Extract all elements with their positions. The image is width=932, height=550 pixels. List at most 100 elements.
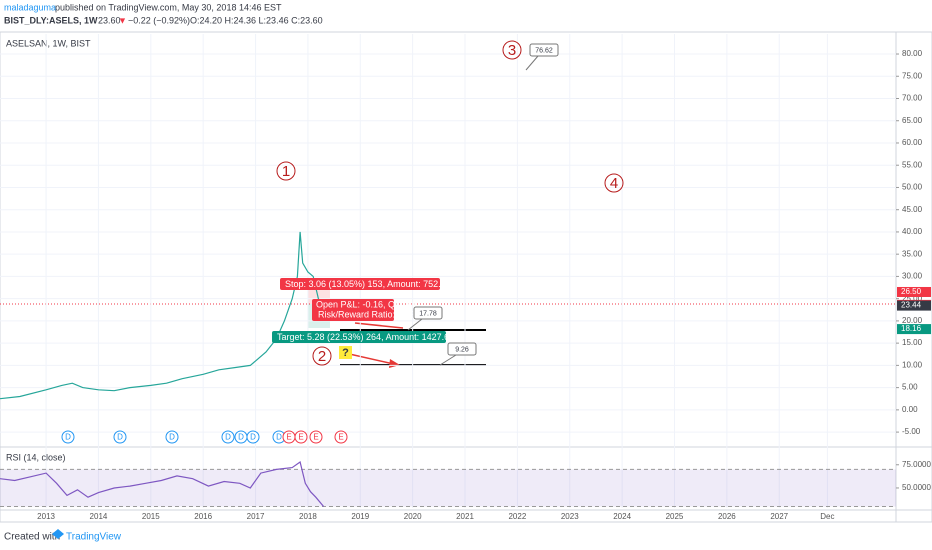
- x-tick-label: 2022: [508, 512, 526, 521]
- y-tick-label: 80.00: [902, 49, 923, 58]
- y-tick-label: 0.00: [902, 405, 918, 414]
- price-line: [0, 231, 325, 400]
- last: 23.60: [98, 15, 121, 25]
- footer-brand[interactable]: TradingView: [66, 532, 122, 543]
- x-tick-label: 2023: [561, 512, 579, 521]
- target-label-box: [272, 331, 446, 343]
- event-label: D: [238, 433, 244, 442]
- pnl-label-box: [312, 299, 394, 321]
- event-marker: [246, 430, 260, 444]
- annotation-circle: [312, 346, 332, 366]
- y-tick-label: 30.00: [902, 272, 923, 281]
- x-tick-label: 2027: [770, 512, 788, 521]
- annotation-circle: [276, 161, 296, 181]
- callout-pointer: [439, 354, 457, 366]
- symbol: BIST_DLY:ASELS, 1W: [4, 15, 98, 25]
- annotation: 1: [282, 163, 290, 180]
- x-tick-label: 2014: [90, 512, 108, 521]
- callout-pointer: [525, 55, 539, 71]
- question-box: [339, 346, 352, 359]
- annotation: 2: [318, 348, 326, 365]
- y-tick-label: 20.00: [902, 316, 923, 325]
- callout: 76.62: [535, 47, 553, 54]
- annotation-circle: [604, 173, 624, 193]
- target-label: Target: 5.28 (22.53%) 264, Amount: 1427.…: [277, 332, 454, 342]
- rsi-tick-label: 50.0000: [902, 483, 931, 492]
- event-label: E: [286, 433, 291, 442]
- rsi-line: [0, 460, 325, 507]
- event-marker: [334, 430, 348, 444]
- event-label: D: [225, 433, 231, 442]
- event-marker: [309, 430, 323, 444]
- stop-label: Stop: 3.06 (13.05%) 153, Amount: 752.14: [285, 279, 451, 289]
- x-tick-label: 2020: [404, 512, 422, 521]
- question: ?: [342, 347, 349, 359]
- event-label: D: [65, 433, 71, 442]
- arrow: [354, 322, 404, 329]
- y-tick-label: 70.00: [902, 94, 923, 103]
- callout: 17.78: [419, 310, 437, 317]
- callout-box: [529, 43, 559, 57]
- y-tick-label: 15.00: [902, 338, 923, 347]
- event-label: D: [276, 433, 282, 442]
- price-label-box: [897, 286, 931, 297]
- x-tick-label: 2026: [718, 512, 736, 521]
- pnl-label: Open P&L: -0.16, Qty: 81: [316, 299, 417, 309]
- chart-title: ASELSAN, 1W, BIST: [6, 38, 91, 48]
- published: published on TradingView.com, May 30, 20…: [55, 2, 282, 12]
- event-label: D: [169, 433, 175, 442]
- footer-created: Created with: [4, 532, 60, 543]
- y-tick-label: 10.00: [902, 360, 923, 369]
- callout: 9.26: [455, 346, 469, 353]
- event-label: D: [250, 433, 256, 442]
- annotation: 4: [610, 175, 618, 192]
- x-tick-label: 2021: [456, 512, 474, 521]
- event-label: E: [338, 433, 343, 442]
- event-marker: [221, 430, 235, 444]
- rr-label: Risk/Reward Ratio: 1.73: [318, 309, 415, 319]
- x-tick-label: 2015: [142, 512, 160, 521]
- y-tick-label: 75.00: [902, 71, 923, 80]
- y-tick-label: -5.00: [902, 427, 921, 436]
- event-label: D: [117, 433, 123, 442]
- y-tick-label: 35.00: [902, 249, 923, 258]
- price-label: 23.44: [901, 301, 922, 310]
- x-tick-label: 2013: [37, 512, 55, 521]
- x-tick-label: Dec: [820, 512, 834, 521]
- rsi-band: [0, 469, 896, 507]
- down-arrow: ▼: [118, 15, 127, 25]
- x-tick-label: 2019: [351, 512, 369, 521]
- callout-pointer: [407, 318, 423, 331]
- arrow: [344, 352, 399, 366]
- change: −0.22 (−0.92%): [128, 15, 190, 25]
- y-tick-label: 60.00: [902, 138, 923, 147]
- event-marker: [294, 430, 308, 444]
- y-tick-label: 65.00: [902, 116, 923, 125]
- rsi-tick-label: 75.0000: [902, 460, 931, 469]
- price-label-box: [897, 324, 931, 335]
- frame: [0, 31, 932, 523]
- x-tick-label: 2018: [299, 512, 317, 521]
- author[interactable]: maladaguma: [4, 2, 56, 12]
- x-tick-label: 2025: [666, 512, 684, 521]
- stop-label-box: [280, 278, 440, 290]
- y-tick-label: 25.00: [902, 294, 923, 303]
- event-marker: [165, 430, 179, 444]
- callout-box: [413, 306, 443, 320]
- y-tick-label: 50.00: [902, 183, 923, 192]
- y-tick-label: 45.00: [902, 205, 923, 214]
- price-label-box: [897, 300, 931, 311]
- annotation-circle: [502, 40, 522, 60]
- y-tick-label: 5.00: [902, 383, 918, 392]
- rsi-title: RSI (14, close): [6, 452, 66, 462]
- y-tick-label: 55.00: [902, 160, 923, 169]
- price-label: 18.16: [901, 324, 922, 333]
- callout-box: [447, 342, 477, 356]
- event-marker: [61, 430, 75, 444]
- x-tick-label: 2017: [247, 512, 265, 521]
- price-label: 26.50: [901, 287, 922, 296]
- x-tick-label: 2016: [194, 512, 212, 521]
- x-tick-label: 2024: [613, 512, 631, 521]
